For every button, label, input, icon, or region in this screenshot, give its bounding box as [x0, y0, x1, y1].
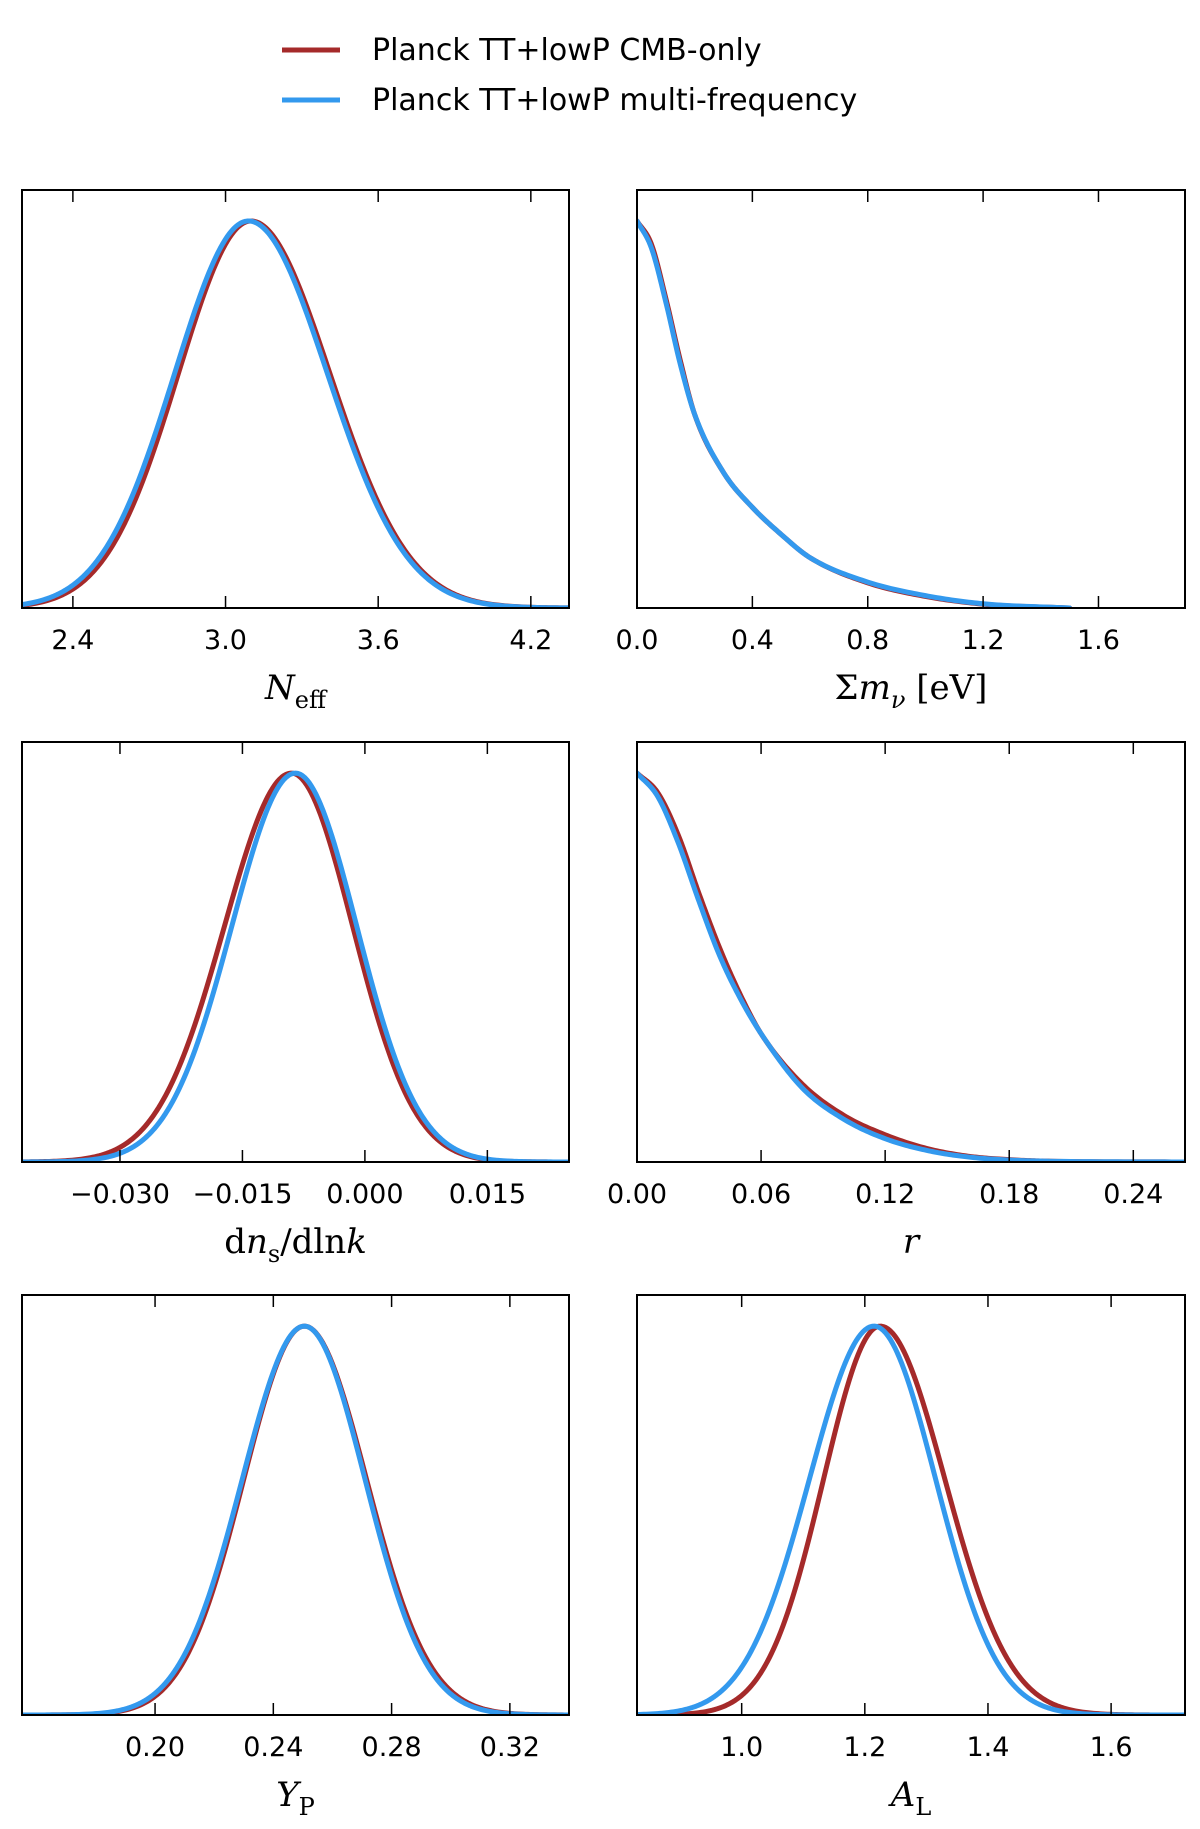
x-tick-label-neff: 2.4	[51, 625, 94, 656]
x-tick-label-dns: −0.015	[192, 1179, 292, 1210]
panel-yp: 0.20 0.24 0.28 0.32 YP	[21, 1294, 570, 1821]
x-axis-label-mnu: Σmν [eV]	[835, 668, 988, 714]
x-tick-label-r: 0.12	[855, 1179, 915, 1210]
panel-al: 1.0 1.2 1.4 1.6 AL	[636, 1294, 1186, 1821]
axes-frame-al	[636, 1294, 1186, 1716]
x-tick-label-mnu: 1.6	[1077, 625, 1120, 656]
x-tick-label-mnu: 0.0	[616, 625, 659, 656]
x-tick-label-neff: 3.6	[357, 625, 400, 656]
legend: Planck TT+lowP CMB-only Planck TT+lowP m…	[282, 33, 857, 118]
x-axis-label-neff: Neff	[264, 668, 328, 714]
x-tick-label-yp: 0.28	[362, 1732, 422, 1763]
x-tick-label-yp: 0.32	[480, 1732, 540, 1763]
x-axis-label-dns: dns/dlnk	[224, 1222, 367, 1268]
legend-label-cmb-only: Planck TT+lowP CMB-only	[372, 33, 762, 68]
series-line-cmb-only-mnu	[637, 218, 1073, 608]
x-tick-label-neff: 3.0	[204, 625, 247, 656]
panel-r: 0.00 0.06 0.12 0.18 0.24 r	[607, 741, 1186, 1262]
x-tick-label-dns: −0.030	[70, 1179, 170, 1210]
x-tick-label-neff: 4.2	[509, 625, 552, 656]
x-axis-label-yp: YP	[276, 1775, 315, 1821]
x-tick-label-dns: 0.000	[326, 1179, 403, 1210]
series-line-multi-frequency-dns	[22, 770, 569, 1162]
x-tick-label-al: 1.4	[966, 1732, 1009, 1763]
series-line-multi-frequency-mnu	[637, 218, 1073, 608]
series-line-multi-frequency-al	[637, 1323, 1185, 1715]
x-tick-label-al: 1.0	[720, 1732, 763, 1763]
x-tick-label-dns: 0.015	[449, 1179, 526, 1210]
axes-frame-mnu	[636, 189, 1186, 609]
x-axis-label-r: r	[903, 1222, 921, 1262]
x-tick-label-al: 1.2	[843, 1732, 886, 1763]
x-tick-label-al: 1.6	[1090, 1732, 1133, 1763]
axes-frame-r	[636, 741, 1186, 1163]
x-tick-label-mnu: 0.8	[846, 625, 889, 656]
series-line-multi-frequency-r	[637, 770, 1185, 1162]
series-line-cmb-only-r	[637, 770, 1185, 1162]
axes-frame-yp	[21, 1294, 570, 1716]
panels: 2.4 3.0 3.6 4.2 Neff 0.0 0.4 0.8 1.2 1.6 Σmν [eV] −…	[21, 189, 1186, 1821]
panel-neff: 2.4 3.0 3.6 4.2 Neff	[21, 189, 570, 714]
series-line-cmb-only-yp	[22, 1323, 569, 1715]
x-tick-label-r: 0.18	[979, 1179, 1039, 1210]
series-line-multi-frequency-neff	[22, 218, 569, 608]
x-tick-label-yp: 0.24	[243, 1732, 303, 1763]
x-tick-label-r: 0.00	[607, 1179, 667, 1210]
legend-label-multi-frequency: Planck TT+lowP multi-frequency	[372, 83, 857, 118]
x-tick-label-r: 0.24	[1103, 1179, 1163, 1210]
axes-frame-neff	[21, 189, 570, 609]
x-tick-label-r: 0.06	[731, 1179, 791, 1210]
x-tick-label-mnu: 0.4	[731, 625, 774, 656]
x-tick-label-yp: 0.20	[125, 1732, 185, 1763]
panel-dns: −0.030 −0.015 0.000 0.015 dns/dlnk	[21, 741, 570, 1268]
panel-mnu: 0.0 0.4 0.8 1.2 1.6 Σmν [eV]	[616, 189, 1186, 714]
axes-frame-dns	[21, 741, 570, 1163]
series-line-multi-frequency-yp	[22, 1323, 569, 1715]
x-tick-label-mnu: 1.2	[962, 625, 1005, 656]
x-axis-label-al: AL	[888, 1775, 932, 1821]
series-line-cmb-only-dns	[22, 770, 569, 1162]
